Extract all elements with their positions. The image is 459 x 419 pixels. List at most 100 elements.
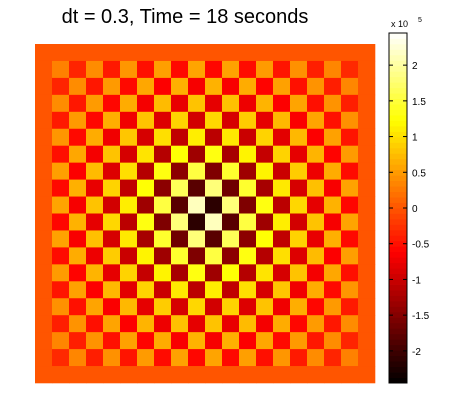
heatmap-cell: [188, 60, 206, 79]
heatmap-cell: [273, 298, 291, 316]
heatmap-cell: [188, 264, 206, 282]
heatmap-cell: [69, 111, 87, 130]
heatmap-cell: [69, 349, 87, 367]
heatmap-cell: [358, 196, 376, 214]
heatmap-cell: [256, 366, 274, 384]
heatmap-cell: [239, 44, 257, 62]
heatmap-cell: [86, 230, 104, 248]
heatmap-cell: [256, 230, 274, 248]
colorbar-segment: [389, 104, 407, 110]
heatmap-cell: [256, 145, 274, 163]
heatmap-cell: [290, 60, 308, 79]
heatmap-cell: [188, 111, 206, 130]
colorbar-segment: [389, 251, 407, 258]
heatmap-cell: [273, 281, 291, 299]
heatmap-cell: [307, 332, 325, 350]
heatmap-cell: [307, 145, 325, 163]
heatmap-cell: [324, 349, 342, 367]
heatmap-cell: [171, 332, 189, 350]
heatmap-cell: [52, 366, 70, 384]
heatmap-cell: [171, 162, 189, 180]
heatmap-cell: [120, 281, 138, 299]
heatmap-cell: [137, 179, 155, 197]
heatmap-cell: [341, 145, 359, 163]
heatmap-cell: [222, 247, 240, 265]
heatmap-cell: [188, 44, 206, 62]
colorbar-segment: [389, 300, 407, 307]
heatmap-cell: [154, 281, 172, 299]
heatmap-cell: [324, 264, 342, 282]
colorbar-segment: [389, 33, 407, 39]
heatmap-cell: [188, 213, 206, 231]
heatmap-cell: [86, 349, 104, 367]
heatmap-cell: [52, 213, 70, 231]
heatmap-cell: [120, 298, 138, 316]
colorbar-segment: [389, 350, 407, 357]
colorbar-segment: [389, 235, 407, 242]
heatmap-cell: [120, 128, 138, 146]
heatmap-cell: [273, 145, 291, 163]
heatmap-cell: [86, 179, 104, 197]
heatmap-cell: [324, 60, 342, 79]
heatmap-cell: [35, 162, 53, 180]
heatmap-cell: [86, 247, 104, 265]
heatmap-cell: [358, 145, 376, 163]
heatmap-cell: [256, 60, 274, 79]
heatmap-cell: [290, 349, 308, 367]
heatmap-cell: [307, 315, 325, 333]
heatmap-cell: [341, 128, 359, 146]
heatmap-cell: [290, 77, 308, 96]
heatmap-cell: [86, 315, 104, 333]
colorbar-segment: [389, 87, 407, 94]
heatmap-cell: [324, 281, 342, 299]
heatmap-cell: [86, 213, 104, 231]
heatmap-cell: [69, 179, 87, 197]
heatmap-cell: [205, 196, 223, 214]
colorbar-segment: [389, 218, 407, 225]
colorbar-segment: [389, 262, 407, 269]
heatmap-cell: [154, 230, 172, 248]
heatmap-cell: [86, 111, 104, 130]
heatmap-cell: [86, 94, 104, 113]
colorbar-segment: [389, 366, 407, 373]
heatmap-cell: [290, 196, 308, 214]
heatmap-cell: [222, 196, 240, 214]
heatmap-cell: [171, 44, 189, 62]
heatmap-cell: [256, 298, 274, 316]
colorbar-tick-label: -1: [412, 275, 421, 286]
colorbar-segment: [389, 109, 407, 116]
heatmap-cell: [188, 230, 206, 248]
heatmap-cell: [358, 264, 376, 282]
colorbar-segment: [389, 76, 407, 83]
heatmap-cell: [35, 315, 53, 333]
heatmap-cell: [171, 247, 189, 265]
colorbar-segment: [389, 208, 407, 214]
colorbar-tick-label: 0: [412, 204, 418, 215]
heatmap-cell: [205, 298, 223, 316]
heatmap-cell: [222, 332, 240, 350]
colorbar-segment: [389, 311, 407, 318]
heatmap-cell: [86, 298, 104, 316]
heatmap-cell: [171, 60, 189, 79]
heatmap-cell: [154, 264, 172, 282]
heatmap-cell: [69, 60, 87, 79]
heatmap-cell: [35, 247, 53, 265]
heatmap-cell: [239, 111, 257, 130]
heatmap-cell: [52, 247, 70, 265]
heatmap-cell: [307, 281, 325, 299]
heatmap-cell: [256, 128, 274, 146]
heatmap-cell: [239, 162, 257, 180]
heatmap-cell: [120, 366, 138, 384]
heatmap-cell: [188, 94, 206, 113]
heatmap-cell: [35, 128, 53, 146]
heatmap-cell: [69, 213, 87, 231]
heatmap-cell: [222, 77, 240, 96]
heatmap-cell: [188, 366, 206, 384]
heatmap-cell: [120, 196, 138, 214]
heatmap-cell: [273, 128, 291, 146]
heatmap-cell: [120, 247, 138, 265]
heatmap-cell: [103, 162, 121, 180]
heatmap-cell: [222, 230, 240, 248]
colorbar-tick-label: 1.5: [412, 97, 426, 108]
colorbar-segment: [389, 153, 407, 160]
